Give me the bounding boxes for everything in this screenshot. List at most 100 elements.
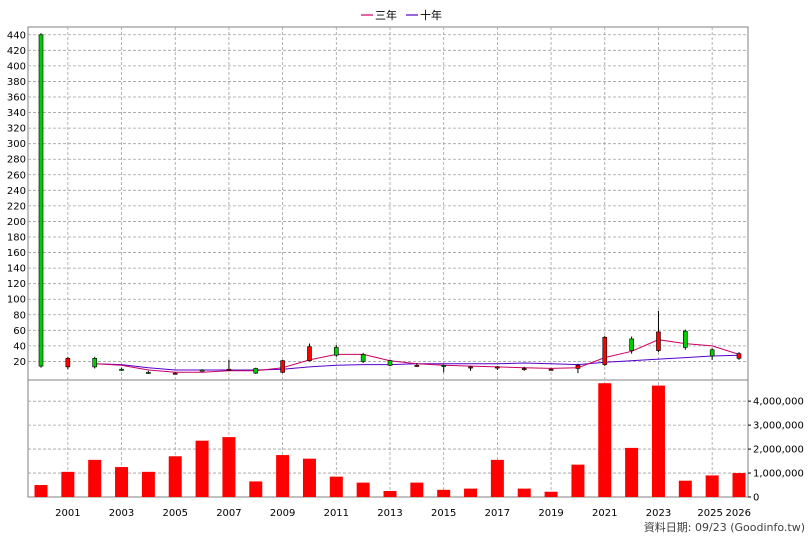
x-tick-label: 2025 [697, 508, 722, 519]
price-tick-label: 380 [7, 77, 26, 88]
price-panel [27, 26, 749, 381]
volume-bar [249, 481, 263, 497]
candle-body [334, 347, 339, 356]
candle-body [495, 366, 500, 369]
volume-bar [302, 458, 316, 497]
price-tick-label: 360 [7, 93, 26, 104]
price-tick-label: 300 [7, 139, 26, 150]
grid-lines [28, 27, 748, 497]
candle-body [360, 354, 366, 362]
source-note: 資料日期: 09/23 (Goodinfo.tw) [644, 520, 805, 534]
candle-body [656, 331, 661, 351]
x-tick-label: 2001 [55, 508, 80, 519]
volume-tick-label: 4,000,000 [753, 397, 804, 408]
candle-body [146, 372, 151, 374]
volume-bar [276, 455, 290, 497]
candle-body [387, 360, 393, 366]
volume-tick-label: 1,000,000 [753, 469, 804, 480]
price-tick-label: 20 [13, 357, 26, 368]
candle-body [119, 368, 124, 371]
candle-body [575, 365, 581, 369]
volume-bar [705, 475, 719, 497]
price-tick-label: 320 [7, 124, 26, 135]
volume-bar [651, 385, 665, 497]
candle-body [683, 330, 688, 348]
candle-body [521, 368, 527, 370]
candlesticks [38, 33, 742, 375]
legend: 三年 十年 [361, 8, 442, 22]
volume-bar [34, 485, 48, 497]
x-tick-label: 2015 [431, 508, 456, 519]
candle-body [629, 338, 634, 351]
x-tick-label: 2026 [726, 508, 751, 519]
volume-bar [141, 471, 155, 497]
price-tick-label: 40 [13, 341, 26, 352]
price-tick-label: 80 [13, 310, 26, 321]
price-tick-label: 280 [7, 155, 26, 166]
volume-bar [383, 491, 397, 497]
price-tick-label: 400 [7, 61, 26, 72]
volume-bar [490, 459, 504, 497]
price-tick-label: 220 [7, 201, 26, 212]
candle-body [199, 369, 205, 372]
candle-body [92, 358, 97, 368]
x-tick-label: 2013 [377, 508, 402, 519]
candle-body [736, 353, 742, 359]
price-tick-label: 160 [7, 248, 26, 259]
price-tick-label: 340 [7, 108, 26, 119]
price-tick-label: 200 [7, 217, 26, 228]
price-tick-label: 120 [7, 279, 26, 290]
volume-bar [517, 488, 531, 497]
volume-bar [544, 491, 558, 497]
x-tick-label: 2019 [538, 508, 563, 519]
x-tick-label: 2011 [324, 508, 349, 519]
candle-body [602, 337, 608, 365]
volume-bar [115, 467, 129, 497]
volume-tick-label: 2,000,000 [753, 445, 804, 456]
volume-bar [678, 480, 692, 497]
volume-bar [625, 447, 639, 497]
x-tick-label: 2003 [109, 508, 134, 519]
candle-body [280, 360, 285, 373]
x-axis: 2001 2003 2005 2007 2009 2011 2013 2015 2017 2019… [55, 508, 751, 519]
candle-body [548, 368, 554, 371]
volume-bars [34, 383, 746, 497]
x-tick-label: 2007 [216, 508, 241, 519]
volume-tick-label: 3,000,000 [753, 421, 804, 432]
candle-body [414, 365, 420, 367]
x-tick-label: 2009 [270, 508, 295, 519]
volume-bar [88, 459, 102, 497]
volume-bar [598, 383, 612, 497]
price-tick-label: 100 [7, 295, 26, 306]
x-tick-label: 2017 [485, 508, 510, 519]
price-tick-label: 260 [7, 170, 26, 181]
candle-body [38, 34, 44, 367]
candle-body [709, 349, 715, 357]
price-axis: 20 40 60 80 100 120 140 160 180 200 220 240 260 280 30… [7, 30, 26, 368]
candle-body [307, 346, 312, 361]
legend-label-10yr: 十年 [420, 8, 442, 22]
volume-bar [222, 437, 236, 497]
x-tick-label: 2023 [646, 508, 671, 519]
x-tick-label: 2005 [163, 508, 188, 519]
volume-bar [437, 489, 451, 497]
volume-bar [329, 476, 343, 497]
price-tick-label: 440 [7, 30, 26, 41]
price-tick-label: 140 [7, 264, 26, 275]
x-tick-label: 2021 [592, 508, 617, 519]
volume-bar [168, 456, 182, 497]
volume-panel [27, 379, 749, 498]
volume-bar [410, 482, 424, 497]
volume-tick-label: 0 [753, 493, 759, 504]
candle-body [65, 358, 71, 368]
price-tick-label: 420 [7, 46, 26, 57]
candle-body [468, 366, 473, 369]
volume-bar [732, 473, 746, 497]
price-tick-label: 60 [13, 326, 26, 337]
volume-bar [356, 482, 370, 497]
volume-bar [571, 464, 585, 497]
legend-label-3yr: 三年 [375, 8, 397, 22]
candle-body [172, 372, 178, 375]
price-tick-label: 240 [7, 186, 26, 197]
